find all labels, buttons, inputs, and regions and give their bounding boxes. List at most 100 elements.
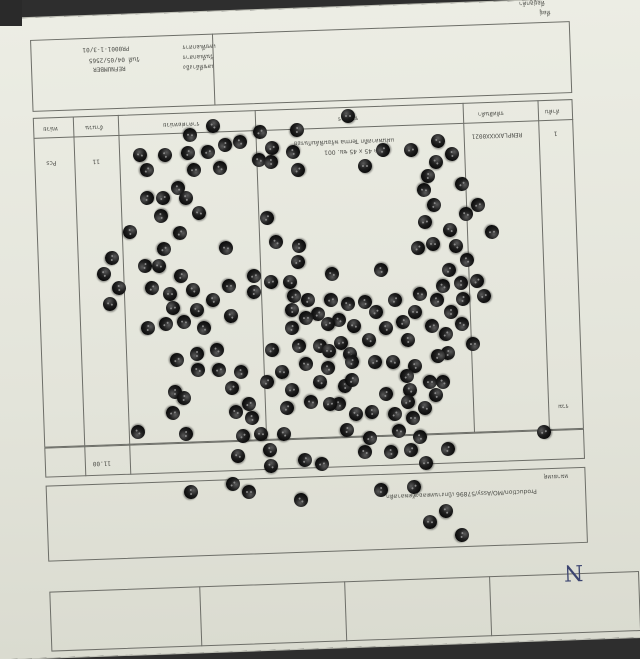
bead (365, 352, 385, 372)
bead (222, 378, 242, 398)
bead (443, 145, 461, 163)
bead (250, 122, 270, 142)
bead (188, 360, 208, 380)
bead (150, 257, 168, 275)
photo-scene: เลขที่เอกสาร วันที่เอกสาร เลขที่อ้างอิง … (0, 0, 640, 640)
bead (313, 455, 331, 473)
bead (341, 109, 355, 123)
bead (262, 340, 282, 360)
bead (338, 421, 356, 439)
bead (411, 285, 429, 303)
bead (198, 142, 218, 162)
bead (183, 484, 199, 500)
bead (453, 275, 469, 291)
bead (155, 145, 175, 165)
bead (405, 410, 421, 426)
bead (457, 250, 477, 270)
bead (246, 284, 262, 300)
bead (156, 314, 176, 334)
bead (321, 343, 337, 359)
bead (228, 446, 248, 466)
bead (465, 336, 481, 352)
bead (203, 290, 223, 310)
bead (291, 490, 311, 510)
bead (425, 236, 441, 252)
bead (383, 352, 403, 372)
bead (257, 372, 277, 392)
bead (436, 501, 456, 521)
bead (390, 422, 408, 440)
bead (474, 286, 494, 306)
bead (416, 213, 434, 231)
bead (302, 393, 320, 411)
bead (121, 223, 139, 241)
bead (175, 389, 193, 407)
bead (402, 141, 420, 159)
bead (283, 319, 301, 337)
bead (242, 485, 256, 499)
bead (221, 278, 237, 294)
bead (439, 440, 457, 458)
bead (194, 318, 214, 338)
bead (137, 160, 157, 180)
bead (295, 450, 315, 470)
bead (223, 474, 243, 494)
bead (153, 188, 173, 208)
bead (385, 290, 405, 310)
bead (154, 239, 174, 259)
bead (230, 132, 250, 152)
bead (288, 160, 308, 180)
bead (382, 443, 400, 461)
bead (400, 332, 416, 348)
bead (284, 302, 300, 318)
bead (453, 526, 471, 544)
bead (274, 364, 290, 380)
bead (210, 361, 228, 379)
bead (440, 220, 460, 240)
bead (404, 477, 424, 497)
bead (207, 340, 227, 360)
bead (261, 456, 281, 476)
bead (408, 238, 428, 258)
bead (164, 299, 182, 317)
bead (244, 266, 264, 286)
bead (422, 514, 438, 530)
bead (415, 181, 433, 199)
bead (216, 136, 234, 154)
bead (420, 168, 436, 184)
bead (355, 442, 375, 462)
bead (452, 174, 472, 194)
bead (183, 280, 203, 300)
bead (178, 426, 194, 442)
bead (167, 350, 187, 370)
bead (171, 266, 191, 286)
bead (357, 158, 373, 174)
bead (101, 295, 119, 313)
bead (346, 404, 366, 424)
bead (262, 273, 280, 291)
bead (290, 337, 308, 355)
bead (128, 422, 148, 442)
bead (257, 208, 277, 228)
bead (170, 223, 190, 243)
bead (364, 404, 380, 420)
bead (359, 330, 379, 350)
bead (162, 286, 178, 302)
bead (210, 158, 230, 178)
bead (338, 294, 358, 314)
bead (289, 122, 305, 138)
bead (373, 482, 389, 498)
bead (284, 143, 302, 161)
bead (297, 355, 315, 373)
bead (190, 204, 208, 222)
bead (263, 154, 279, 170)
bead (444, 305, 458, 319)
bead (428, 131, 448, 151)
bead (266, 232, 286, 252)
bead (534, 422, 554, 442)
bead (372, 261, 390, 279)
bead (385, 404, 405, 424)
bead (131, 146, 149, 164)
bead (217, 239, 235, 257)
bead (186, 162, 202, 178)
